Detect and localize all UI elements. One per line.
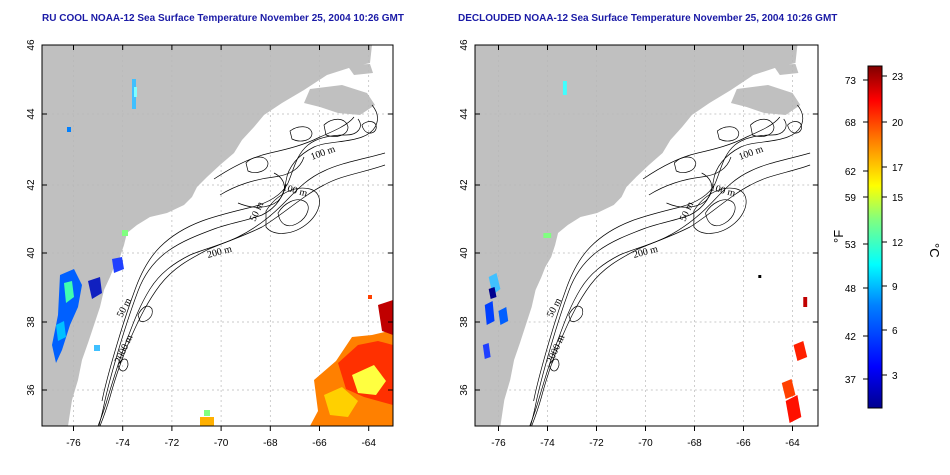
lat-tick-label: 40 [26,247,37,259]
right-map-frame [474,44,819,427]
celsius-tick-label: 20 [892,118,904,129]
fahrenheit-tick-label: 59 [845,193,857,204]
lat-tick-label: 36 [459,384,470,396]
lat-tick-label: 42 [26,179,37,191]
left-map-panel: RU COOL NOAA-12 Sea Surface Temperature … [26,13,404,449]
lon-tick-label: -66 [736,438,751,449]
celsius-tick-label: 12 [892,238,904,249]
colorbar-fahrenheit-unit: °F [831,230,846,243]
celsius-tick-label: 15 [892,193,904,204]
right-map-panel: DECLOUDED NOAA-12 Sea Surface Temperatur… [458,13,837,449]
colorbar: 73 68 62 59 53 48 42 37 23 20 17 15 12 9 6 3 °F °C [831,65,942,409]
right-lon-axis: -76 -74 -72 -70 -68 -66 -64 [491,45,800,449]
left-map-frame [41,44,394,427]
left-map-content [42,45,393,426]
fahrenheit-tick-label: 42 [845,332,857,343]
colorbar-gradient [867,65,883,409]
lon-tick-label: -64 [361,438,376,449]
celsius-tick-label: 23 [892,72,904,83]
lat-tick-label: 42 [459,179,470,191]
right-map-content [475,45,818,426]
lat-tick-label: 38 [459,316,470,328]
celsius-tick-label: 9 [892,282,898,293]
left-sst-patches [52,79,393,426]
left-lon-axis: -76 -74 -72 -70 -68 -66 -64 [66,45,376,449]
lon-tick-label: -68 [263,438,278,449]
celsius-tick-label: 6 [892,326,898,337]
right-map-title: DECLOUDED NOAA-12 Sea Surface Temperatur… [458,13,837,24]
lat-tick-label: 44 [459,108,470,120]
lon-tick-label: -66 [312,438,327,449]
lat-tick-label: 46 [459,39,470,51]
lon-tick-label: -70 [214,438,229,449]
lon-tick-label: -72 [589,438,604,449]
celsius-tick-label: 3 [892,371,898,382]
lat-tick-label: 46 [26,39,37,51]
colorbar-fahrenheit-ticks: 73 68 62 59 53 48 42 37 [845,76,868,386]
fahrenheit-tick-label: 53 [845,240,857,251]
lon-tick-label: -72 [165,438,180,449]
lat-tick-label: 40 [459,247,470,259]
lat-tick-label: 38 [26,316,37,328]
lon-tick-label: -74 [540,438,555,449]
fahrenheit-tick-label: 68 [845,118,857,129]
fahrenheit-tick-label: 48 [845,284,857,295]
colorbar-celsius-unit: °C [927,243,942,258]
left-map-title: RU COOL NOAA-12 Sea Surface Temperature … [42,13,404,24]
fahrenheit-tick-label: 37 [845,375,857,386]
celsius-tick-label: 17 [892,163,904,174]
lon-tick-label: -68 [687,438,702,449]
lon-tick-label: -76 [66,438,81,449]
lat-tick-label: 44 [26,108,37,120]
right-lat-axis: 46 44 42 40 38 36 [459,39,818,396]
fahrenheit-tick-label: 73 [845,76,857,87]
left-lat-axis: 46 44 42 40 38 36 [26,39,393,396]
right-sst-patches [482,81,808,423]
lon-tick-label: -74 [115,438,130,449]
lat-tick-label: 36 [26,384,37,396]
lon-tick-label: -70 [638,438,653,449]
lon-tick-label: -76 [491,438,506,449]
fahrenheit-tick-label: 62 [845,167,857,178]
colorbar-celsius-ticks: 23 20 17 15 12 9 6 3 [882,72,904,382]
lon-tick-label: -64 [785,438,800,449]
